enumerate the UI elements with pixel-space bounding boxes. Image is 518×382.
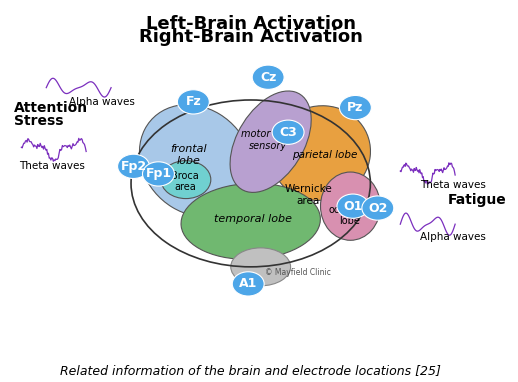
Circle shape bbox=[252, 65, 284, 89]
Text: Pz: Pz bbox=[347, 101, 364, 114]
Text: Fp1: Fp1 bbox=[146, 167, 171, 180]
Text: Stress: Stress bbox=[14, 114, 63, 128]
Text: temporal lobe: temporal lobe bbox=[214, 214, 292, 225]
Text: Theta waves: Theta waves bbox=[19, 161, 85, 172]
Text: Attention: Attention bbox=[14, 100, 88, 115]
Text: C3: C3 bbox=[279, 126, 297, 139]
Ellipse shape bbox=[230, 91, 311, 193]
Text: Wernicke
area: Wernicke area bbox=[284, 184, 332, 206]
Text: Right-Brain Activation: Right-Brain Activation bbox=[139, 28, 363, 46]
Ellipse shape bbox=[321, 172, 380, 240]
Text: Fatigue: Fatigue bbox=[448, 193, 507, 207]
Text: occipital
lobe: occipital lobe bbox=[329, 205, 370, 227]
Circle shape bbox=[177, 90, 209, 114]
Text: Fp2: Fp2 bbox=[121, 160, 147, 173]
Text: frontal
lobe: frontal lobe bbox=[170, 144, 207, 166]
Circle shape bbox=[232, 272, 264, 296]
Circle shape bbox=[142, 162, 175, 186]
Ellipse shape bbox=[181, 183, 320, 259]
Circle shape bbox=[362, 196, 394, 220]
Ellipse shape bbox=[231, 248, 291, 286]
Text: Alpha waves: Alpha waves bbox=[69, 97, 135, 107]
Text: O2: O2 bbox=[368, 202, 387, 215]
Text: Left-Brain Activation: Left-Brain Activation bbox=[146, 15, 356, 33]
Circle shape bbox=[272, 120, 304, 144]
Text: O1: O1 bbox=[343, 200, 363, 213]
Text: Related information of the brain and electrode locations [25]: Related information of the brain and ele… bbox=[60, 364, 441, 377]
Text: Cz: Cz bbox=[260, 71, 276, 84]
Text: Broca
area: Broca area bbox=[171, 171, 199, 192]
Text: parietal lobe: parietal lobe bbox=[292, 150, 357, 160]
Text: Alpha waves: Alpha waves bbox=[420, 231, 486, 241]
Circle shape bbox=[339, 96, 371, 120]
Text: Fz: Fz bbox=[185, 96, 201, 108]
Text: A1: A1 bbox=[239, 277, 257, 290]
Circle shape bbox=[118, 154, 150, 178]
Text: Theta waves: Theta waves bbox=[420, 180, 486, 190]
Circle shape bbox=[337, 194, 369, 218]
Ellipse shape bbox=[270, 106, 370, 201]
Text: © Mayfield Clinic: © Mayfield Clinic bbox=[265, 268, 331, 277]
Ellipse shape bbox=[139, 105, 252, 217]
Text: motor strio
sensory: motor strio sensory bbox=[241, 129, 295, 151]
Ellipse shape bbox=[161, 161, 211, 199]
